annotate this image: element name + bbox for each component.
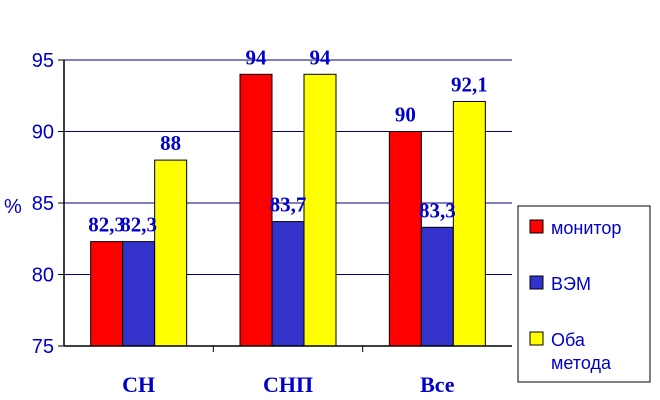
y-tick-label: 85 <box>32 193 54 215</box>
legend-swatch-1 <box>529 219 544 234</box>
data-label: 90 <box>395 103 416 127</box>
legend-swatch-2 <box>529 275 544 290</box>
legend-box <box>517 205 651 383</box>
data-label: 83,3 <box>419 198 456 222</box>
data-label: 83,7 <box>270 193 307 217</box>
x-tick-label: СНП <box>263 372 313 397</box>
bar-2-2 <box>271 221 305 347</box>
legend-label-3: Оба метода <box>551 330 612 373</box>
bar-3-2 <box>303 73 337 347</box>
axes: 75 80 85 90 95 СН СНП Все <box>32 50 512 397</box>
legend-label-line: Оба <box>551 330 586 350</box>
data-labels: 82,382,3 88 94 83,7 94 90 83,3 92,1 <box>88 45 487 236</box>
bar-3-1 <box>154 159 188 347</box>
bar-2-1 <box>122 241 156 347</box>
y-tick-label: 75 <box>32 336 54 358</box>
data-label: 82,3 <box>120 213 157 237</box>
legend-label-line: монитор <box>551 218 621 238</box>
data-label: 88 <box>160 131 181 155</box>
legend: монитор ВЭМ Оба метода <box>517 205 651 383</box>
bars <box>90 73 486 347</box>
y-tick-label: 90 <box>32 122 54 144</box>
legend-label-1: монитор <box>551 218 621 238</box>
x-tick-label: СН <box>122 372 155 397</box>
bar-1-1 <box>90 241 124 347</box>
x-tick-label: Все <box>420 372 455 397</box>
bar-1-2 <box>239 73 273 347</box>
y-tick-label: 95 <box>32 50 54 72</box>
legend-label-2: ВЭМ <box>551 274 591 294</box>
legend-label-line: метода <box>551 353 612 373</box>
bar-2-3 <box>420 226 454 347</box>
y-tick-label: 80 <box>32 265 54 287</box>
bar-3-3 <box>452 100 486 347</box>
legend-label-line: ВЭМ <box>551 274 591 294</box>
data-label: 92,1 <box>451 72 488 96</box>
data-label: 94 <box>246 45 268 69</box>
y-axis-label: % <box>4 196 22 218</box>
legend-swatch-3 <box>529 331 544 346</box>
data-label: 82,3 <box>88 213 125 237</box>
data-label: 94 <box>310 45 332 69</box>
bar-1-3 <box>388 131 422 347</box>
